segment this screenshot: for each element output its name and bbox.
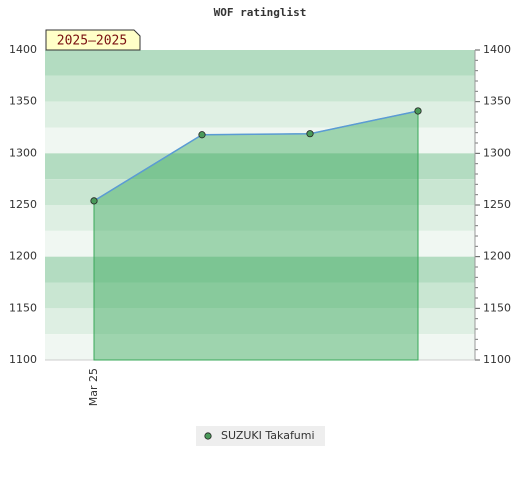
y2-tick-label: 1300 <box>483 146 511 159</box>
point <box>306 130 314 138</box>
y2-tick-label: 1150 <box>483 301 511 314</box>
background-stripe <box>45 230 475 257</box>
point <box>198 131 206 139</box>
background-stripe <box>45 334 475 360</box>
chart-title: WOF ratinglist <box>214 6 307 19</box>
badge-box <box>45 29 141 51</box>
point <box>414 107 422 115</box>
y-tick-label: 1300 <box>9 146 37 159</box>
legend-marker <box>204 432 212 440</box>
y-tick-label: 1150 <box>9 301 37 314</box>
line <box>93 110 419 202</box>
background-stripe <box>45 75 475 102</box>
legend-label: SUZUKI Takafumi <box>221 429 315 442</box>
y2-tick-label: 1250 <box>483 198 511 211</box>
y-tick-label: 1250 <box>9 198 37 211</box>
y-tick-label: 1400 <box>9 43 37 56</box>
background-stripe <box>45 205 475 231</box>
background-stripe <box>45 153 475 180</box>
background-stripe <box>45 50 475 76</box>
y2-tick-label: 1100 <box>483 353 511 366</box>
y-tick-label: 1100 <box>9 353 37 366</box>
background-stripe <box>45 308 475 335</box>
y-tick-label: 1350 <box>9 95 37 108</box>
y2-tick-label: 1200 <box>483 250 511 263</box>
background-stripe <box>45 282 475 309</box>
background-stripe <box>45 127 475 154</box>
y2-tick-label: 1350 <box>483 95 511 108</box>
point <box>90 197 98 205</box>
background-stripe <box>45 256 475 283</box>
background-stripe <box>45 179 475 205</box>
period-badge: 2025–2025 <box>45 29 141 51</box>
y2-tick-label: 1400 <box>483 43 511 56</box>
x-tick-label: Mar 25 <box>87 368 100 406</box>
y-tick-label: 1200 <box>9 250 37 263</box>
badge-text: 2025–2025 <box>57 34 127 49</box>
legend-box <box>196 426 325 446</box>
